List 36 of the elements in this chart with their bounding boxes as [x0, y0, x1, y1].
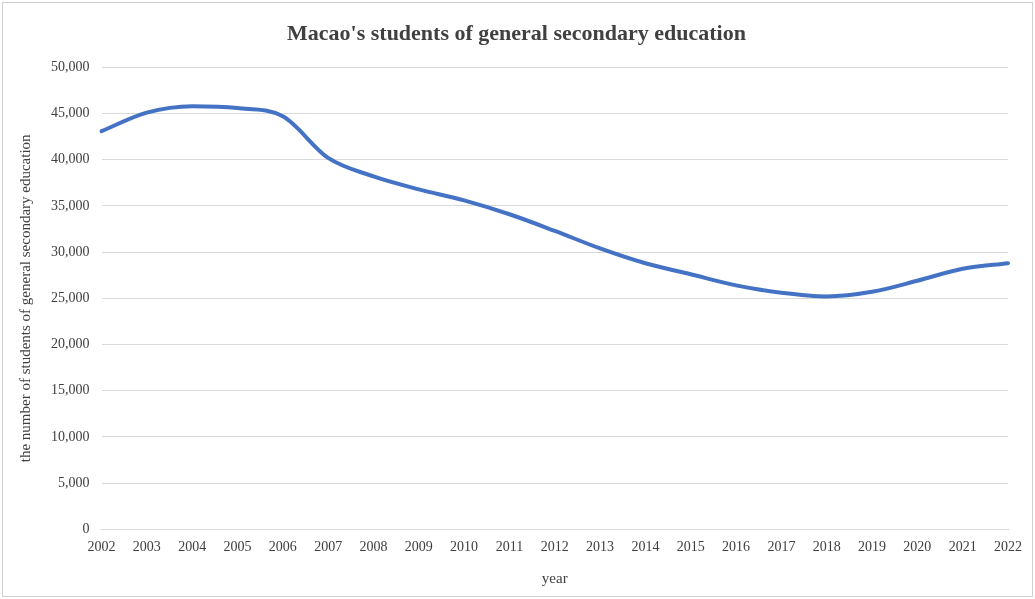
x-tick-label: 2003: [132, 539, 161, 555]
y-axis-title: the number of students of general secondary education: [16, 133, 33, 463]
x-tick-label: 2009: [404, 539, 433, 555]
x-tick-label: 2002: [87, 539, 116, 555]
line-series: [99, 104, 1010, 299]
x-tick-label: 2006: [268, 539, 297, 555]
chart-title: Macao's students of general secondary education: [287, 19, 746, 45]
x-tick-label: 2014: [631, 539, 660, 555]
y-tick-label: 35,000: [51, 197, 90, 213]
x-tick-label: 2004: [178, 539, 207, 555]
x-tick-label: 2020: [903, 539, 932, 555]
y-tick-label: 0: [82, 520, 90, 536]
y-tick-label: 30,000: [51, 243, 90, 259]
x-tick-label: 2005: [223, 539, 252, 555]
x-tick-label: 2013: [586, 539, 615, 555]
x-axis-title: year: [541, 569, 568, 586]
x-tick-label: 2018: [812, 539, 841, 555]
y-tick-label: 50,000: [51, 59, 90, 75]
x-tick-label: 2011: [495, 539, 524, 555]
y-tick-label: 15,000: [51, 382, 90, 398]
x-tick-label: 2007: [314, 539, 343, 555]
x-tick-label: 2016: [722, 539, 751, 555]
y-tick-label: 40,000: [51, 151, 90, 167]
x-tick-label: 2008: [359, 539, 388, 555]
y-tick-label: 10,000: [51, 428, 90, 444]
x-tick-label: 2017: [767, 539, 796, 555]
y-tick-label: 5,000: [58, 474, 90, 490]
x-tick-label: 2019: [858, 539, 887, 555]
x-tick-label: 2012: [540, 539, 569, 555]
x-tick-label: 2022: [994, 539, 1022, 555]
y-tick-label: 45,000: [51, 105, 90, 121]
y-tick-label: 25,000: [51, 289, 90, 305]
y-tick-label: 20,000: [51, 336, 90, 352]
x-tick-label: 2015: [676, 539, 705, 555]
x-tick-label: 2021: [948, 539, 977, 555]
x-tick-label: 2010: [450, 539, 479, 555]
